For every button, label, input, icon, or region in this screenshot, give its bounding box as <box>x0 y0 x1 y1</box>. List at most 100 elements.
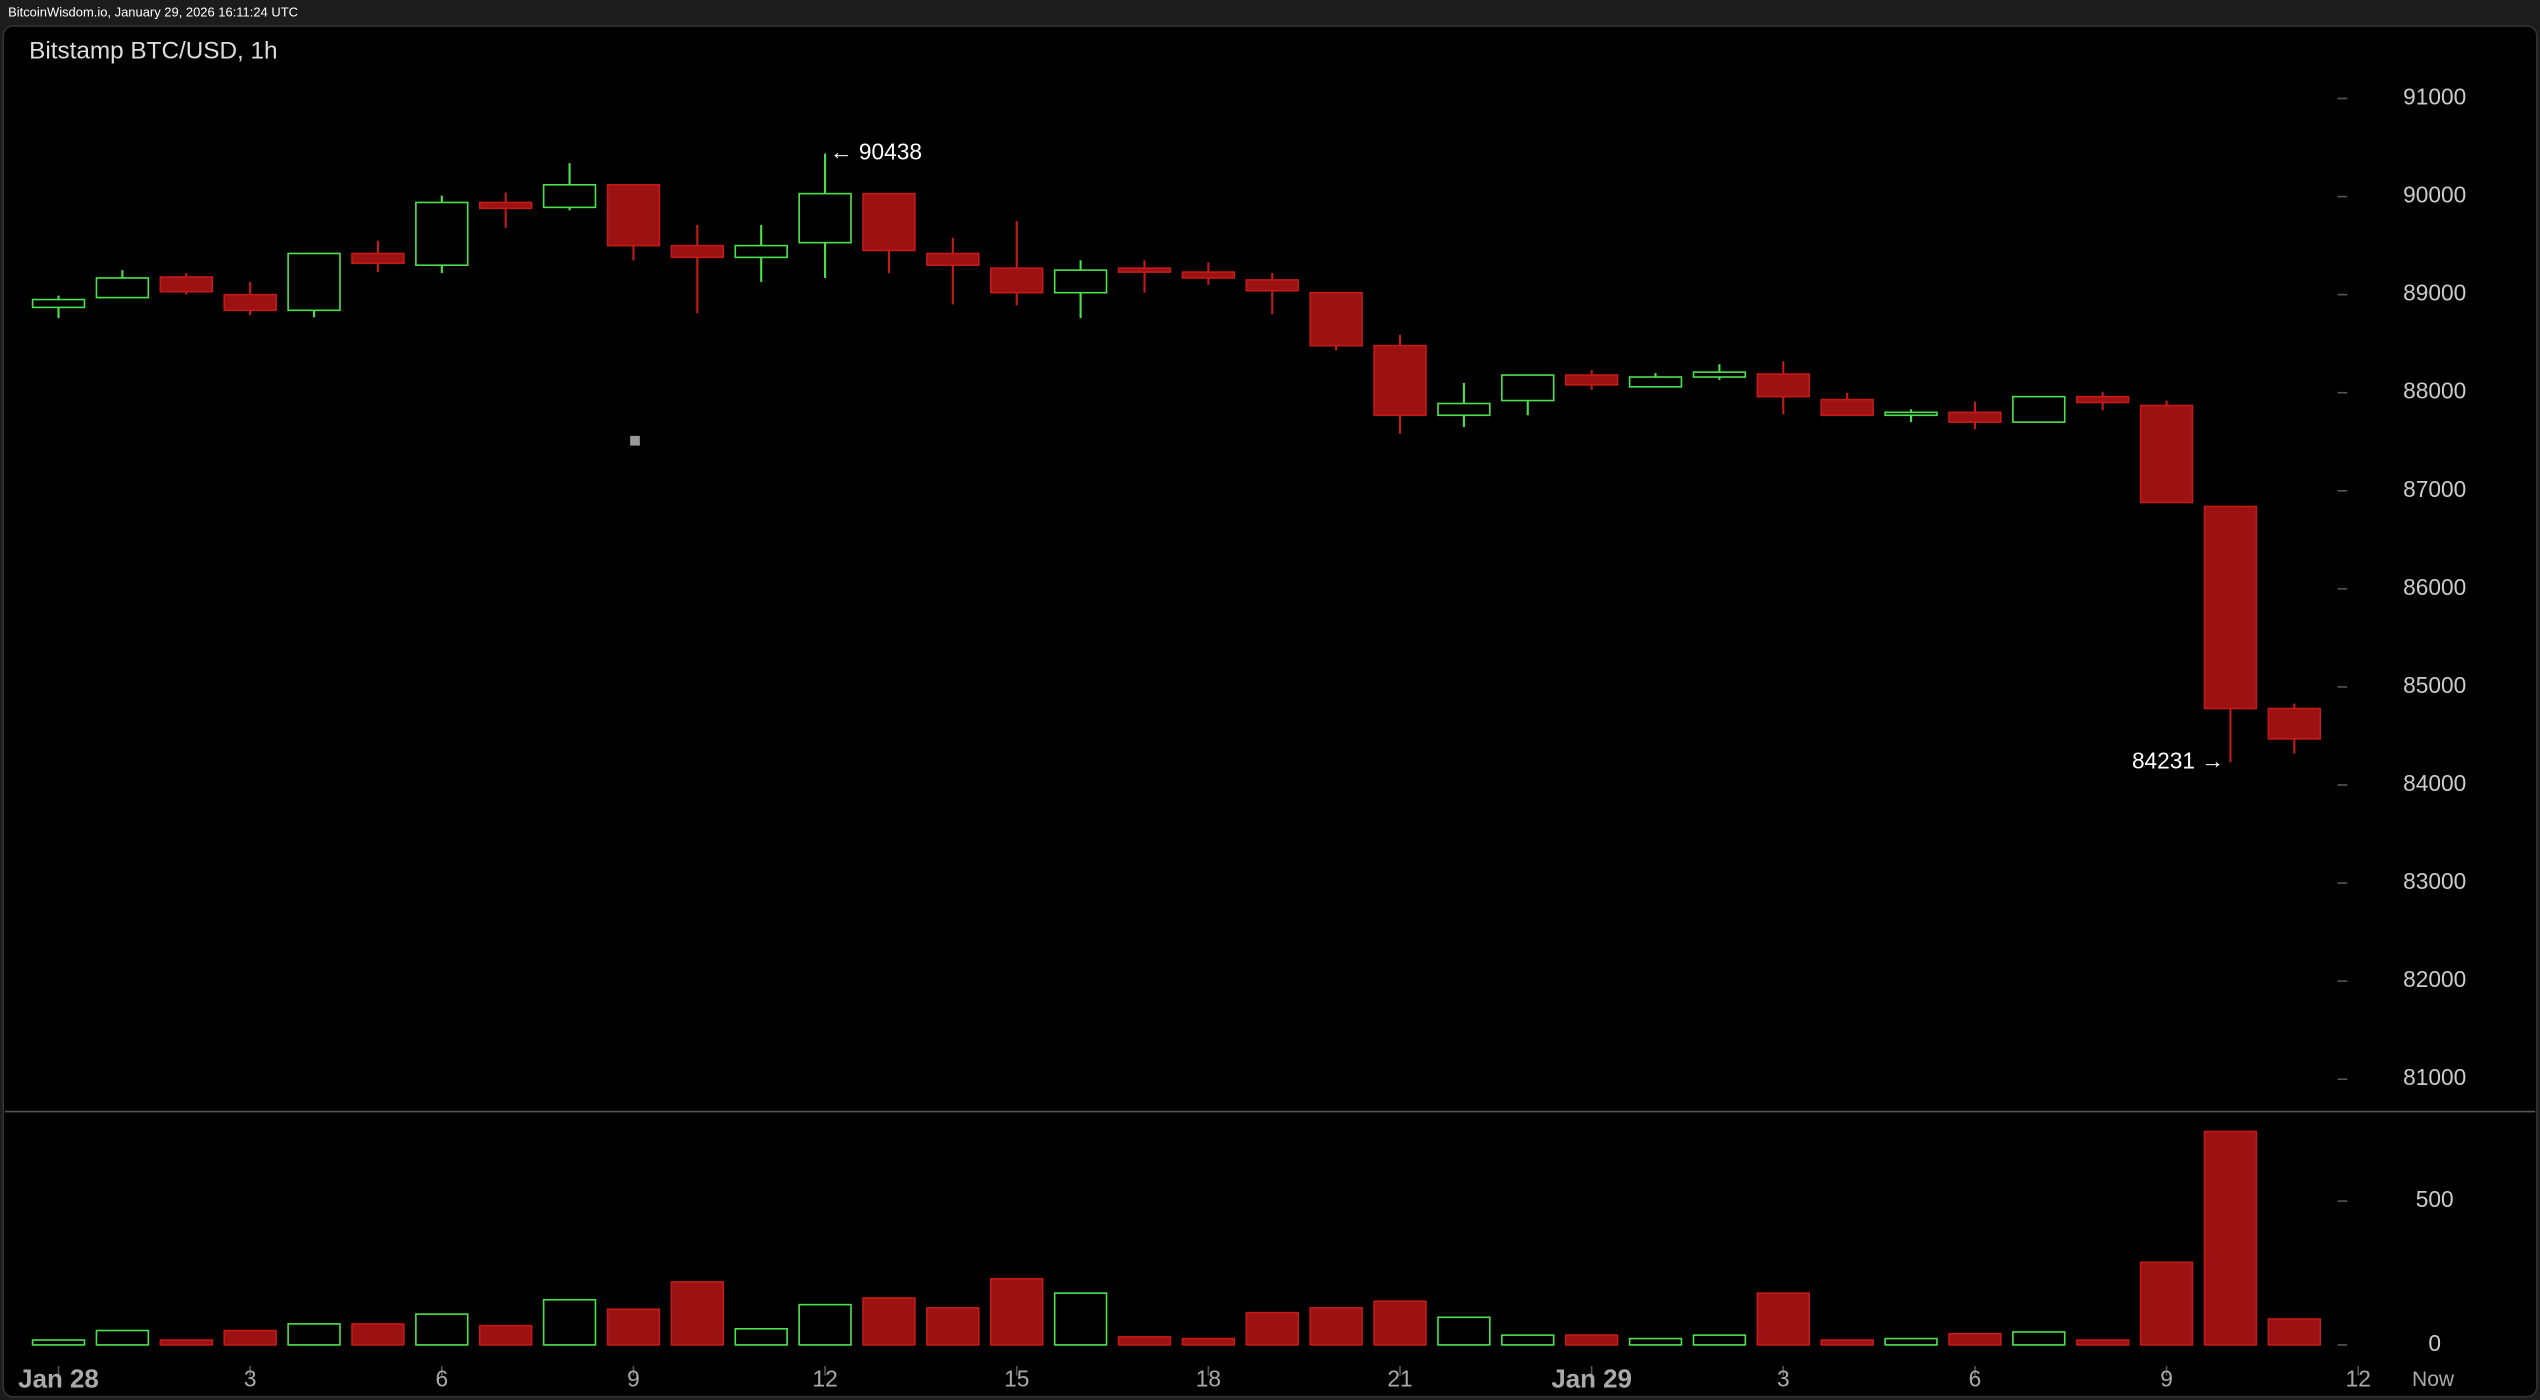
candle-body <box>2139 404 2194 504</box>
candle-body <box>351 252 405 265</box>
y-tick-label: 89000 <box>2403 280 2466 306</box>
volume-bar <box>223 1329 277 1346</box>
candle-body <box>670 244 725 259</box>
candle-body <box>1309 291 1363 347</box>
y-tick-label: 90000 <box>2403 182 2466 208</box>
chart-frame <box>2 25 2538 1398</box>
candle-body <box>478 201 533 210</box>
volume-bar <box>2075 1339 2130 1346</box>
x-tick-label: 9 <box>2160 1366 2173 1392</box>
candle-body <box>1820 398 1874 417</box>
marker <box>630 435 640 446</box>
candle-body <box>1884 411 1938 417</box>
candle-body <box>798 192 852 244</box>
volume-bar <box>606 1308 661 1346</box>
candle-body <box>1501 374 1555 402</box>
x-tick-label: Jan 28 <box>18 1365 99 1393</box>
x-tick-label: 18 <box>1196 1366 1221 1392</box>
candle-body <box>1564 374 1619 386</box>
volume-bar <box>351 1323 405 1346</box>
candle-body <box>926 252 980 267</box>
candle-body <box>1245 279 1299 292</box>
volume-bar <box>2012 1331 2066 1346</box>
candle-body <box>1628 376 1683 388</box>
volume-bar <box>159 1339 214 1346</box>
volume-bar <box>2203 1130 2258 1346</box>
volume-bar <box>798 1303 852 1346</box>
volume-bar <box>1309 1306 1363 1346</box>
y-tick-label: 88000 <box>2403 378 2466 404</box>
candle-body <box>2012 395 2066 423</box>
candle-body <box>542 183 597 209</box>
candle-body <box>1117 267 1172 273</box>
volume-bar <box>542 1298 597 1346</box>
x-tick-label: 12 <box>812 1366 837 1392</box>
volume-bar <box>1181 1337 1236 1346</box>
y-tick-label: 86000 <box>2403 574 2466 600</box>
volume-bar <box>1053 1292 1108 1346</box>
y-tick-label: 82000 <box>2403 966 2466 992</box>
y-tick-label: 84000 <box>2403 770 2466 796</box>
candle-body <box>1373 344 1427 417</box>
x-tick-label: Jan 29 <box>1551 1365 1632 1393</box>
volume-bar <box>1564 1334 1619 1346</box>
volume-bar <box>31 1339 86 1346</box>
volume-bar <box>734 1327 788 1346</box>
candle-body <box>415 201 469 267</box>
candle-body <box>2267 707 2322 740</box>
y-tick-label: 500 <box>2416 1186 2454 1212</box>
x-tick-label: 12 <box>2346 1366 2371 1392</box>
volume-bar <box>1373 1300 1427 1346</box>
candle-body <box>734 244 788 259</box>
volume-bar <box>1884 1337 1938 1346</box>
volume-bar <box>2139 1261 2194 1346</box>
chart-title: Bitstamp BTC/USD, 1h <box>29 37 277 64</box>
candle-body <box>1053 269 1108 294</box>
header: BitcoinWisdom.io, January 29, 2026 16:11… <box>8 4 298 19</box>
candle-body <box>606 183 661 247</box>
candle-body <box>159 276 214 293</box>
candle-body <box>2075 395 2130 404</box>
volume-bar <box>1245 1311 1299 1346</box>
candle-body <box>1948 411 2002 423</box>
y-tick-label: 85000 <box>2403 672 2466 698</box>
volume-bar <box>415 1313 469 1346</box>
volume-bar <box>1756 1292 1811 1346</box>
x-tick-label: 9 <box>627 1366 640 1392</box>
candle-body <box>989 267 1044 294</box>
candle-body <box>1692 371 1747 378</box>
y-tick-label: 83000 <box>2403 868 2466 894</box>
candle-body <box>1756 373 1811 398</box>
volume-bar <box>1117 1336 1172 1346</box>
x-tick-label: 3 <box>244 1366 257 1392</box>
volume-bar <box>287 1323 341 1346</box>
volume-bar <box>95 1329 150 1346</box>
volume-bar <box>1437 1316 1491 1346</box>
x-tick-label: 3 <box>1777 1366 1790 1392</box>
candle-body <box>95 277 150 299</box>
x-tick-label: 21 <box>1387 1366 1412 1392</box>
volume-bar <box>1628 1337 1683 1346</box>
candle-body <box>287 252 341 312</box>
x-end-label: Now <box>2412 1368 2455 1391</box>
volume-bar <box>1692 1334 1747 1346</box>
candle-body <box>223 293 277 312</box>
candle-body <box>2203 505 2258 710</box>
volume-bar <box>1820 1339 1874 1346</box>
x-tick-label: 15 <box>1004 1366 1029 1392</box>
volume-bar <box>2267 1318 2322 1346</box>
volume-bar <box>989 1277 1044 1346</box>
volume-bar <box>670 1281 725 1346</box>
high-label: ← 90438 <box>830 139 922 165</box>
candle-body <box>1437 402 1491 417</box>
candle-body <box>1181 271 1236 279</box>
low-label: 84231 → <box>2132 747 2224 773</box>
y-tick-label: 91000 <box>2403 83 2466 109</box>
volume-bar <box>1948 1332 2002 1346</box>
candle-body <box>31 298 86 309</box>
candle-body <box>862 192 916 252</box>
volume-bar <box>1501 1334 1555 1346</box>
volume-bar <box>862 1297 916 1346</box>
